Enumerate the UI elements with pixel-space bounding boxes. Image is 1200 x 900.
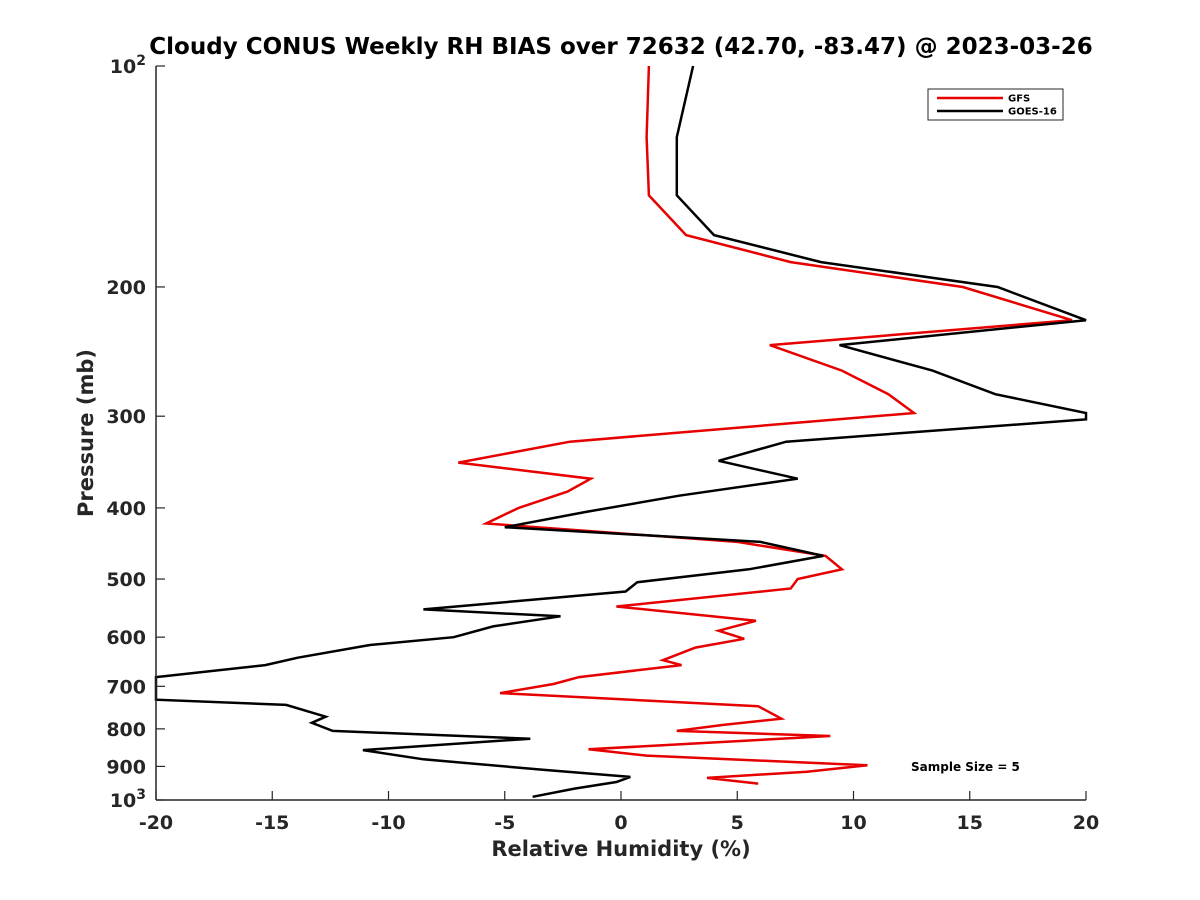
legend: GFS GOES-16 <box>927 88 1064 121</box>
x-tick-label: -5 <box>494 812 515 834</box>
plot-area <box>154 65 1088 799</box>
x-tick-label: 5 <box>731 812 744 834</box>
legend-label-goes-16: GOES-16 <box>1008 107 1057 118</box>
x-tick-label: 0 <box>614 812 627 834</box>
y-tick-base: 10 <box>110 790 136 812</box>
legend-box <box>927 88 1064 121</box>
y-tick-exponent: 2 <box>136 53 146 69</box>
series-line-goes-16 <box>154 65 1088 799</box>
sample-size-annotation: Sample Size = 5 <box>911 760 1020 774</box>
y-tick-label: 700 <box>106 676 146 698</box>
x-tick-label: -10 <box>371 812 405 834</box>
y-tick-label: 102 <box>110 53 146 78</box>
y-tick-label: 300 <box>106 406 146 428</box>
y-tick-label: 200 <box>106 277 146 299</box>
y-axis-label: Pressure (mb) <box>74 349 98 517</box>
x-axis-label: Relative Humidity (%) <box>491 837 750 861</box>
series-line-gfs <box>458 65 1073 785</box>
y-tick-exponent: 3 <box>136 787 146 803</box>
y-tick-label: 500 <box>106 569 146 591</box>
x-tick-label: 20 <box>1073 812 1099 834</box>
x-axis-ticks: -20 -15 -10 -5 0 5 10 15 20 <box>139 791 1099 834</box>
y-tick-base: 10 <box>110 56 136 78</box>
legend-label-gfs: GFS <box>1008 94 1030 105</box>
x-tick-label: -20 <box>139 812 173 834</box>
y-tick-label: 600 <box>106 627 146 649</box>
x-tick-label: 10 <box>840 812 866 834</box>
y-tick-label: 800 <box>106 719 146 741</box>
chart-title: Cloudy CONUS Weekly RH BIAS over 72632 (… <box>149 34 1092 60</box>
y-tick-label: 900 <box>106 756 146 778</box>
x-tick-label: 15 <box>957 812 983 834</box>
y-tick-label: 103 <box>110 787 146 812</box>
x-tick-label: -15 <box>255 812 289 834</box>
y-tick-label: 400 <box>106 498 146 520</box>
